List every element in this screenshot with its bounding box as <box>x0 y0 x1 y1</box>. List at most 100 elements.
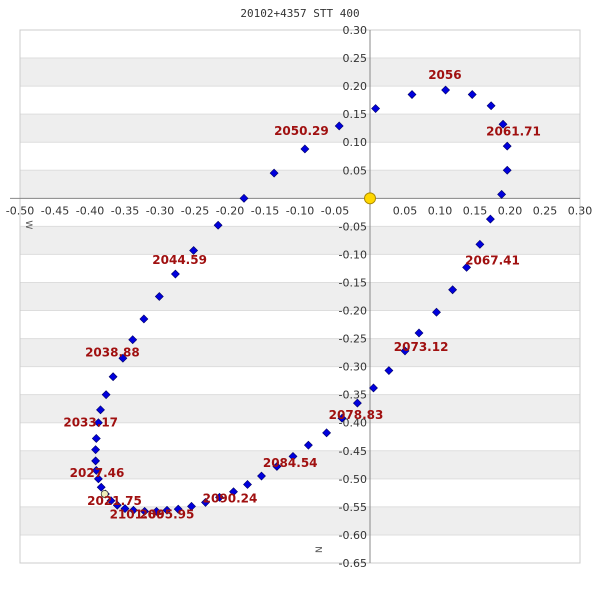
x-tick-label: -0.05 <box>321 204 349 217</box>
grid-bands <box>20 29 580 563</box>
orbit-point <box>384 366 394 375</box>
orbit-point <box>139 314 149 324</box>
orbit-point <box>414 328 424 338</box>
orbit-point <box>502 165 512 175</box>
orbit-point <box>101 390 111 400</box>
y-tick-label: -0.55 <box>339 501 367 514</box>
y-tick-labels: 0.30 0.25 0.20 0.15 0.10 0.05 -0.05 -0.10 -0.15 -… <box>339 24 367 570</box>
orbit-point <box>120 504 130 514</box>
orbit-point <box>497 189 507 199</box>
orbit-point <box>96 482 106 492</box>
west-direction-label: W <box>23 220 33 229</box>
epoch-label: 2021.75 <box>87 494 142 508</box>
orbit-point <box>400 346 410 356</box>
orbit-point <box>432 307 441 317</box>
orbit-point <box>269 168 279 178</box>
x-tick-label: -0.20 <box>216 204 244 217</box>
orbit-point <box>485 214 495 224</box>
orbit-point <box>128 505 138 515</box>
epoch-label: 2050.29 <box>274 124 329 138</box>
x-tick-label: -0.35 <box>111 204 139 217</box>
orbit-point <box>257 471 266 481</box>
epoch-label: 2084.54 <box>263 456 318 470</box>
plot-frame <box>19 29 581 564</box>
grid-band <box>20 114 580 143</box>
orbit-point <box>475 239 485 249</box>
y-tick-label: 0.05 <box>343 164 368 177</box>
orbit-point <box>128 335 138 345</box>
orbit-point <box>322 428 332 438</box>
y-tick-label: -0.40 <box>339 417 367 430</box>
x-tick-label: -0.30 <box>146 204 174 217</box>
orbit-point <box>337 413 347 423</box>
y-tick-label: -0.10 <box>339 248 367 261</box>
orbit-point <box>498 119 508 129</box>
x-tick-label: 0.15 <box>463 204 488 217</box>
grid-band <box>20 394 580 423</box>
grid-band <box>20 170 580 199</box>
orbit-point <box>91 445 101 455</box>
orbit-point <box>140 506 150 516</box>
x-tick-label: -0.15 <box>251 204 279 217</box>
orbit-point <box>462 262 472 272</box>
epoch-label: 2067.41 <box>465 254 520 268</box>
orbit-point <box>112 500 122 510</box>
orbit-point <box>467 90 477 99</box>
y-tick-label: 0.30 <box>343 24 368 37</box>
x-tick-label: -0.25 <box>181 204 209 217</box>
y-tick-label: -0.45 <box>339 445 367 458</box>
orbit-point <box>288 451 298 461</box>
orbit-point <box>441 85 451 95</box>
orbit-point <box>91 456 101 466</box>
orbit-point <box>201 497 210 507</box>
orbit-point <box>303 440 313 450</box>
chart-title: 20102+4357 STT 400 <box>240 7 359 20</box>
epoch-label: 2033.17 <box>63 416 118 430</box>
primary-star-marker <box>364 192 376 205</box>
grid-band <box>20 58 580 87</box>
orbit-point <box>118 353 128 363</box>
x-tick-label: -0.45 <box>41 204 69 217</box>
current-position-marker <box>100 490 109 498</box>
north-direction-label: N <box>315 546 325 553</box>
x-tick-label: -0.10 <box>286 204 314 217</box>
orbit-point <box>93 474 103 484</box>
grid-band <box>20 282 580 311</box>
orbit-point <box>272 462 282 471</box>
y-tick-label: -0.20 <box>339 305 367 318</box>
orbit-point <box>189 246 199 255</box>
y-tick-label: 0.15 <box>343 108 368 121</box>
x-tick-label: 0.20 <box>498 204 523 217</box>
y-tick-label: -0.15 <box>339 276 367 289</box>
orbit-point <box>486 101 496 111</box>
orbit-point <box>215 492 224 502</box>
orbit-point <box>170 269 180 279</box>
y-tick-label: -0.60 <box>339 529 367 542</box>
orbit-point <box>239 193 249 203</box>
epoch-label: 2090.24 <box>203 491 258 505</box>
epoch-label: 2061.71 <box>486 124 541 138</box>
epoch-label: 2038.88 <box>85 346 140 360</box>
grid-band <box>20 338 580 367</box>
orbit-point <box>502 141 512 151</box>
orbit-point <box>162 505 172 515</box>
x-tick-label: -0.50 <box>6 204 34 217</box>
orbit-point <box>369 383 378 393</box>
y-tick-label: 0.20 <box>343 80 368 93</box>
epoch-label: 2056 <box>428 68 461 82</box>
y-tick-label: -0.30 <box>339 361 367 374</box>
orbit-point <box>243 480 252 489</box>
orbit-point <box>96 405 105 415</box>
orbit-point <box>229 487 238 497</box>
orbit-point <box>352 398 362 408</box>
orbit-point <box>91 434 101 443</box>
x-tick-label: 0.10 <box>428 204 453 217</box>
x-tick-label: 0.25 <box>533 204 558 217</box>
orbit-point <box>173 504 183 514</box>
orbit-point <box>187 501 196 511</box>
grid-band <box>20 226 580 255</box>
epoch-label: 2078.83 <box>329 408 384 422</box>
orbit-point <box>407 90 417 99</box>
orbit-point <box>154 292 164 301</box>
